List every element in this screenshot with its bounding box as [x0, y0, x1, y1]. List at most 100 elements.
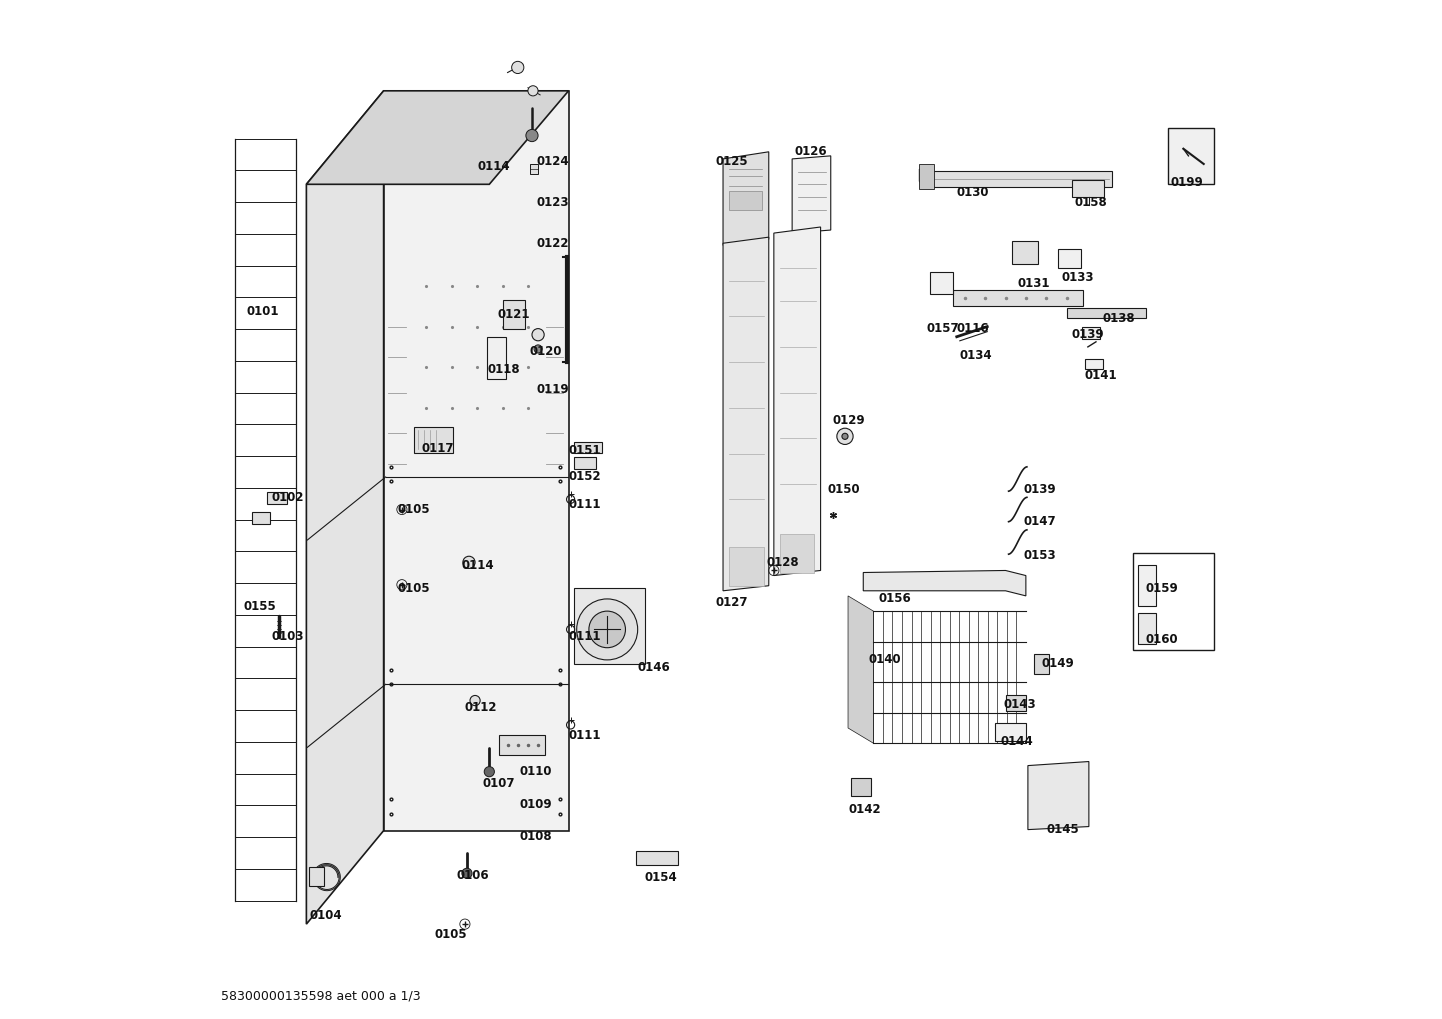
- Text: 0111: 0111: [568, 729, 601, 742]
- Text: 0111: 0111: [568, 630, 601, 643]
- Text: 0111: 0111: [568, 498, 601, 511]
- Polygon shape: [1028, 761, 1089, 829]
- Circle shape: [485, 766, 495, 776]
- Text: 0114: 0114: [461, 558, 495, 572]
- Polygon shape: [774, 227, 820, 576]
- Circle shape: [470, 696, 480, 705]
- Bar: [499, 735, 545, 755]
- Text: 0146: 0146: [637, 660, 671, 674]
- Text: 0147: 0147: [1024, 516, 1057, 528]
- Bar: [1138, 613, 1156, 644]
- Text: 0127: 0127: [715, 596, 748, 609]
- Bar: [251, 512, 270, 524]
- Bar: [930, 272, 953, 294]
- Bar: [574, 442, 603, 452]
- Bar: [267, 492, 287, 504]
- Bar: [919, 164, 934, 190]
- Bar: [1168, 128, 1214, 184]
- Text: 0125: 0125: [715, 156, 748, 168]
- Text: 0138: 0138: [1102, 312, 1135, 325]
- Circle shape: [836, 428, 854, 444]
- Polygon shape: [722, 152, 769, 246]
- Text: 0139: 0139: [1024, 483, 1057, 495]
- Polygon shape: [848, 596, 874, 743]
- Circle shape: [532, 328, 544, 340]
- Text: 0149: 0149: [1041, 657, 1074, 671]
- Text: 0126: 0126: [795, 146, 826, 158]
- Polygon shape: [722, 237, 769, 591]
- Text: 0152: 0152: [568, 471, 601, 483]
- Bar: [1058, 250, 1080, 268]
- Polygon shape: [792, 156, 831, 233]
- Text: 58300000135598 aet 000 a 1/3: 58300000135598 aet 000 a 1/3: [221, 989, 421, 1003]
- Text: 0131: 0131: [1018, 277, 1050, 290]
- Text: 0158: 0158: [1074, 196, 1107, 209]
- Circle shape: [512, 61, 523, 73]
- Bar: [1034, 654, 1050, 675]
- Bar: [574, 588, 645, 664]
- Bar: [414, 427, 453, 452]
- Text: 0128: 0128: [767, 555, 799, 569]
- Polygon shape: [384, 91, 568, 830]
- Text: 0117: 0117: [421, 442, 454, 455]
- Text: 0141: 0141: [1084, 369, 1118, 382]
- Bar: [487, 336, 506, 379]
- Text: 0105: 0105: [398, 503, 431, 516]
- Bar: [953, 290, 1083, 307]
- Text: 0154: 0154: [645, 871, 678, 883]
- Bar: [851, 777, 871, 796]
- Text: 0106: 0106: [457, 869, 489, 881]
- Text: 0105: 0105: [398, 582, 431, 595]
- Text: 0143: 0143: [1004, 698, 1037, 711]
- Text: 0120: 0120: [531, 345, 562, 359]
- Bar: [1132, 553, 1214, 650]
- Bar: [1082, 326, 1100, 338]
- Circle shape: [842, 433, 848, 439]
- Bar: [574, 457, 596, 469]
- Text: 0129: 0129: [833, 414, 865, 427]
- Text: 0153: 0153: [1024, 548, 1057, 561]
- Polygon shape: [306, 91, 568, 184]
- Bar: [1005, 696, 1025, 710]
- Text: 0133: 0133: [1061, 271, 1094, 284]
- Circle shape: [463, 556, 474, 569]
- Text: 0199: 0199: [1169, 175, 1203, 189]
- Polygon shape: [864, 571, 1025, 596]
- Bar: [310, 867, 323, 886]
- Text: 0160: 0160: [1146, 633, 1178, 646]
- Circle shape: [526, 129, 538, 142]
- Text: 0119: 0119: [536, 383, 568, 396]
- Text: 0121: 0121: [497, 308, 529, 321]
- Text: 0155: 0155: [244, 599, 275, 612]
- Bar: [1071, 180, 1105, 197]
- Bar: [780, 534, 815, 573]
- Circle shape: [534, 344, 542, 353]
- Text: 0150: 0150: [828, 483, 861, 495]
- Text: 0122: 0122: [536, 236, 568, 250]
- Text: 0123: 0123: [536, 196, 568, 209]
- Text: 0159: 0159: [1146, 582, 1178, 595]
- Text: 0108: 0108: [519, 830, 552, 844]
- Text: 0144: 0144: [1001, 735, 1034, 748]
- Text: 0156: 0156: [878, 592, 911, 605]
- Text: 0110: 0110: [519, 765, 552, 779]
- Text: 0104: 0104: [310, 910, 342, 922]
- Polygon shape: [919, 169, 924, 187]
- Bar: [924, 171, 1112, 187]
- Text: 0134: 0134: [960, 348, 992, 362]
- Text: 0105: 0105: [434, 927, 467, 941]
- Bar: [1067, 309, 1146, 319]
- Text: 0109: 0109: [519, 798, 552, 811]
- Text: 0124: 0124: [536, 156, 568, 168]
- Text: 0112: 0112: [464, 701, 497, 714]
- Text: 0139: 0139: [1071, 328, 1105, 341]
- Circle shape: [461, 868, 472, 878]
- Text: 0102: 0102: [273, 491, 304, 503]
- Bar: [995, 722, 1025, 741]
- Text: 0107: 0107: [482, 777, 515, 791]
- Bar: [730, 192, 761, 210]
- Polygon shape: [306, 91, 384, 924]
- Text: 0101: 0101: [247, 305, 278, 318]
- Text: 0130: 0130: [956, 185, 989, 199]
- Text: 0116: 0116: [956, 322, 989, 335]
